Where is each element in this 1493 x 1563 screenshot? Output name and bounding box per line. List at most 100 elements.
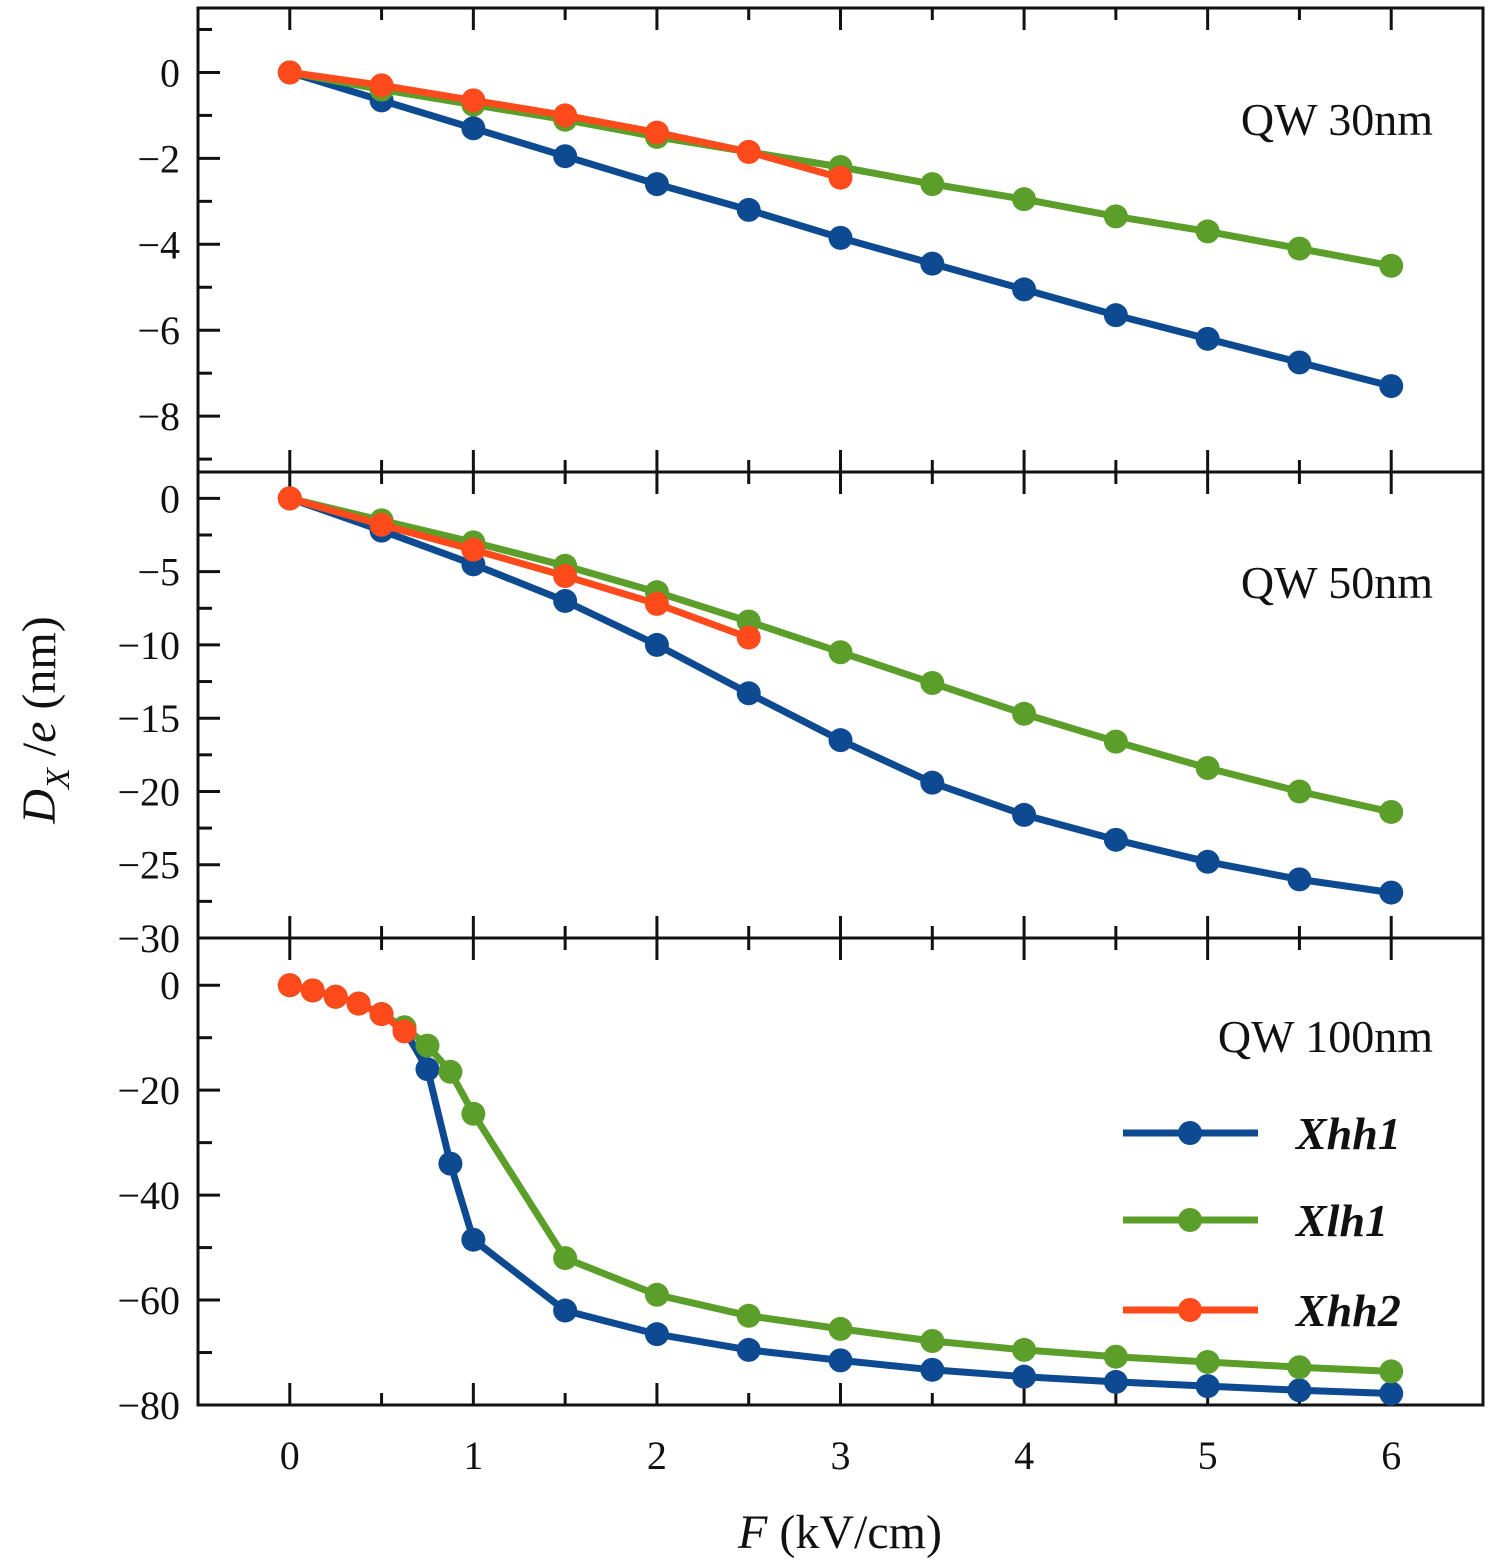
data-point-Xhh1 bbox=[553, 588, 578, 613]
data-point-Xlh1 bbox=[1103, 1344, 1128, 1369]
data-point-Xhh2 bbox=[369, 73, 394, 98]
x-tick-label: 4 bbox=[1014, 1433, 1034, 1478]
panels: 0 −2 −4 −6 −8 QW 30nm 0 −5 −10 −15 −20 −25 −30 QW 50n… bbox=[117, 6, 1485, 1478]
y-axis-title: DX /e (nm) bbox=[13, 616, 77, 824]
series-Xhh2 bbox=[277, 973, 417, 1044]
panel-0: 0 −2 −4 −6 −8 QW 30nm bbox=[137, 6, 1485, 474]
data-point-Xlh1 bbox=[1103, 729, 1128, 754]
data-point-Xlh1 bbox=[415, 1033, 440, 1058]
data-point-Xhh1 bbox=[920, 770, 945, 795]
data-point-Xhh1 bbox=[1103, 827, 1128, 852]
data-point-Xlh1 bbox=[1012, 187, 1037, 212]
data-point-Xhh2 bbox=[369, 512, 394, 537]
y-tick-label: −8 bbox=[137, 394, 180, 439]
y-axis-unit: (nm) bbox=[13, 616, 66, 721]
data-point-Xhh1 bbox=[1012, 277, 1037, 302]
data-point-Xlh1 bbox=[1195, 756, 1220, 781]
data-point-Xlh1 bbox=[920, 172, 945, 197]
y-axis-variable: D bbox=[13, 789, 66, 825]
legend-marker bbox=[1178, 1298, 1202, 1322]
series-line-Xhh2 bbox=[288, 495, 750, 641]
data-point-Xhh1 bbox=[1379, 374, 1404, 399]
x-tick-label: 2 bbox=[647, 1433, 667, 1478]
series-Xlh1 bbox=[277, 486, 1404, 824]
data-point-Xhh1 bbox=[1195, 1374, 1220, 1399]
legend-label: Xhh1 bbox=[1294, 1108, 1401, 1159]
data-point-Xhh1 bbox=[1195, 326, 1220, 351]
data-point-Xhh1 bbox=[920, 1357, 945, 1382]
series-line-Xhh1 bbox=[288, 495, 1392, 897]
x-tick-label: 0 bbox=[280, 1433, 300, 1478]
data-point-Xhh2 bbox=[369, 1002, 394, 1027]
data-point-Xlh1 bbox=[461, 1101, 486, 1126]
data-point-Xhh1 bbox=[1195, 849, 1220, 874]
y-tick-label: 0 bbox=[160, 50, 180, 95]
y-axis-subscript: X bbox=[40, 767, 77, 791]
y-tick-label: 0 bbox=[160, 476, 180, 521]
data-point-Xhh1 bbox=[1287, 867, 1312, 892]
series-Xhh1 bbox=[277, 486, 1404, 905]
data-point-Xhh2 bbox=[644, 120, 669, 145]
legend: Xhh1 Xlh1 Xhh2 bbox=[1123, 1108, 1401, 1336]
y-tick-label: −20 bbox=[117, 1068, 180, 1113]
legend-entry-Xlh1: Xlh1 bbox=[1123, 1195, 1388, 1246]
y-tick-label: −40 bbox=[117, 1173, 180, 1218]
data-point-Xhh2 bbox=[392, 1019, 417, 1044]
data-point-Xlh1 bbox=[920, 1328, 945, 1353]
data-point-Xlh1 bbox=[828, 1316, 853, 1341]
data-point-Xhh1 bbox=[461, 116, 486, 141]
data-point-Xhh1 bbox=[1379, 1381, 1404, 1406]
data-point-Xlh1 bbox=[1287, 1355, 1312, 1380]
data-point-Xlh1 bbox=[1287, 236, 1312, 261]
data-point-Xhh1 bbox=[644, 1322, 669, 1347]
data-point-Xhh2 bbox=[736, 625, 761, 650]
data-point-Xhh1 bbox=[553, 144, 578, 169]
y-tick-label: −25 bbox=[117, 843, 180, 888]
x-tick-label: 3 bbox=[831, 1433, 851, 1478]
data-point-Xhh2 bbox=[553, 103, 578, 128]
panel-frame bbox=[196, 470, 1485, 940]
data-point-Xhh2 bbox=[277, 486, 302, 511]
x-axis-variable: F bbox=[737, 1506, 768, 1559]
data-point-Xlh1 bbox=[1195, 219, 1220, 244]
data-point-Xlh1 bbox=[1012, 701, 1037, 726]
x-axis-unit: (kV/cm) bbox=[767, 1506, 942, 1559]
y-tick-label: −2 bbox=[137, 136, 180, 181]
data-point-Xlh1 bbox=[553, 1246, 578, 1271]
data-point-Xhh1 bbox=[461, 1227, 486, 1252]
data-point-Xlh1 bbox=[1379, 1359, 1404, 1384]
y-tick-label: −30 bbox=[117, 916, 180, 961]
panel-label: QW 30nm bbox=[1241, 94, 1433, 145]
data-point-Xhh1 bbox=[644, 632, 669, 657]
data-point-Xhh1 bbox=[736, 197, 761, 222]
legend-entry-Xhh2: Xhh2 bbox=[1123, 1285, 1401, 1336]
x-axis-title: F (kV/cm) bbox=[737, 1506, 942, 1559]
y-tick-label: −20 bbox=[117, 769, 180, 814]
data-point-Xhh1 bbox=[1287, 350, 1312, 375]
data-point-Xhh2 bbox=[300, 978, 325, 1003]
data-point-Xhh1 bbox=[828, 225, 853, 250]
data-point-Xlh1 bbox=[1103, 204, 1128, 229]
data-point-Xhh1 bbox=[415, 1057, 440, 1082]
data-point-Xhh1 bbox=[828, 728, 853, 753]
x-tick-label: 5 bbox=[1198, 1433, 1218, 1478]
legend-entry-Xhh1: Xhh1 bbox=[1123, 1108, 1401, 1159]
data-point-Xhh1 bbox=[1012, 1364, 1037, 1389]
data-point-Xhh1 bbox=[736, 681, 761, 706]
series-Xhh2 bbox=[277, 486, 761, 650]
y-axis-charge: e bbox=[13, 722, 66, 743]
panel-2: 0 −20 −40 −60 −80 QW 100nm bbox=[117, 936, 1485, 1428]
data-point-Xlh1 bbox=[736, 1303, 761, 1328]
data-point-Xlh1 bbox=[1379, 253, 1404, 278]
legend-label: Xlh1 bbox=[1294, 1195, 1388, 1246]
data-point-Xhh1 bbox=[553, 1298, 578, 1323]
data-point-Xhh2 bbox=[644, 591, 669, 616]
y-tick-label: −60 bbox=[117, 1278, 180, 1323]
data-point-Xhh1 bbox=[1012, 802, 1037, 827]
data-point-Xhh1 bbox=[644, 172, 669, 197]
data-point-Xhh1 bbox=[1103, 1369, 1128, 1394]
data-point-Xlh1 bbox=[1287, 779, 1312, 804]
data-point-Xhh2 bbox=[277, 973, 302, 998]
x-tick-label: 1 bbox=[463, 1433, 483, 1478]
